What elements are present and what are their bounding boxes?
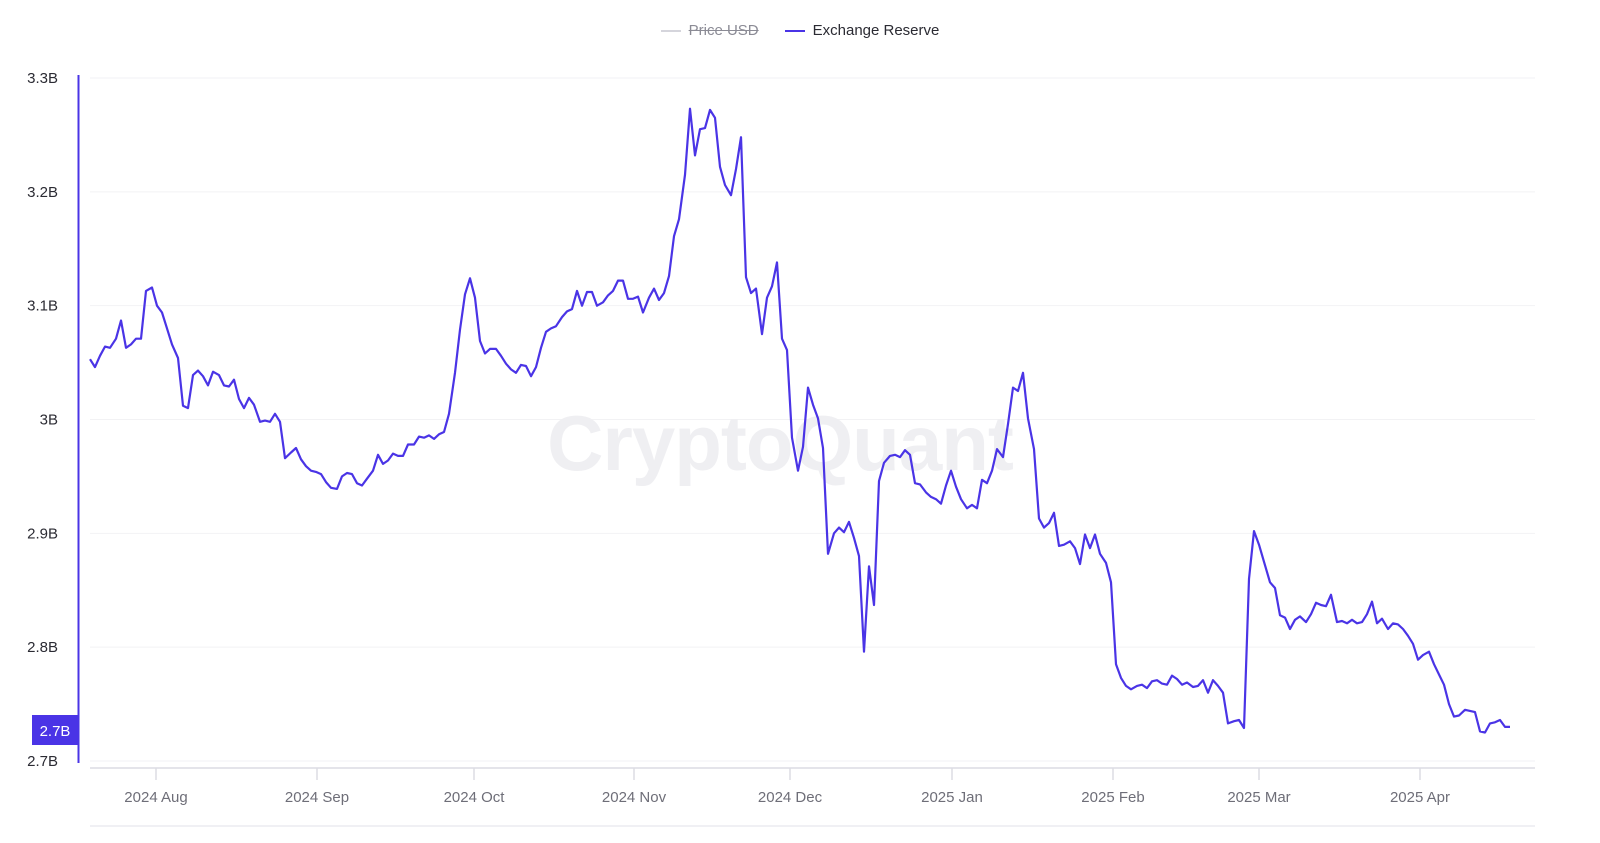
x-tick-label: 2025 Jan xyxy=(921,789,983,806)
y-tick-label: 2.8B xyxy=(27,639,58,656)
gridlines xyxy=(90,77,1535,762)
legend-label: Exchange Reserve xyxy=(812,22,940,39)
legend-swatch-icon xyxy=(784,29,805,32)
x-tick-label: 2024 Aug xyxy=(124,789,187,806)
current-value-text: 2.7B xyxy=(40,723,71,740)
x-tick-label: 2024 Nov xyxy=(602,789,667,806)
y-tick-label: 3.2B xyxy=(27,184,58,201)
y-tick-label: 2.9B xyxy=(27,525,58,542)
legend-label: Price USD xyxy=(688,22,759,39)
chart-legend: Price USD Exchange Reserve xyxy=(0,22,1600,39)
x-tick-label: 2025 Apr xyxy=(1390,789,1450,806)
x-tick-label: 2024 Dec xyxy=(758,789,823,806)
x-tick-label: 2024 Oct xyxy=(444,789,506,806)
y-tick-label: 3.3B xyxy=(27,70,58,87)
y-axis: 3.3B 3.2B 3.1B 3B 2.9B 2.8B 2.7B xyxy=(27,70,80,770)
y-tick-label: 2.7B xyxy=(27,753,58,770)
current-value-badge: 2.7B xyxy=(32,715,78,745)
legend-swatch-icon xyxy=(660,29,681,32)
x-tick-label: 2025 Feb xyxy=(1081,789,1144,806)
legend-item-exchange-reserve[interactable]: Exchange Reserve xyxy=(784,22,940,39)
y-tick-label: 3B xyxy=(40,412,58,429)
watermark-logo: CryptoQuant xyxy=(547,399,1014,487)
x-tick-label: 2025 Mar xyxy=(1227,789,1290,806)
x-axis: 2024 Aug 2024 Sep 2024 Oct 2024 Nov 2024 Dec… xyxy=(90,767,1535,827)
legend-item-price-usd[interactable]: Price USD xyxy=(660,22,759,39)
exchange-reserve-line[interactable] xyxy=(89,107,1510,734)
y-tick-label: 3.1B xyxy=(27,298,58,315)
x-tick-label: 2024 Sep xyxy=(285,789,349,806)
